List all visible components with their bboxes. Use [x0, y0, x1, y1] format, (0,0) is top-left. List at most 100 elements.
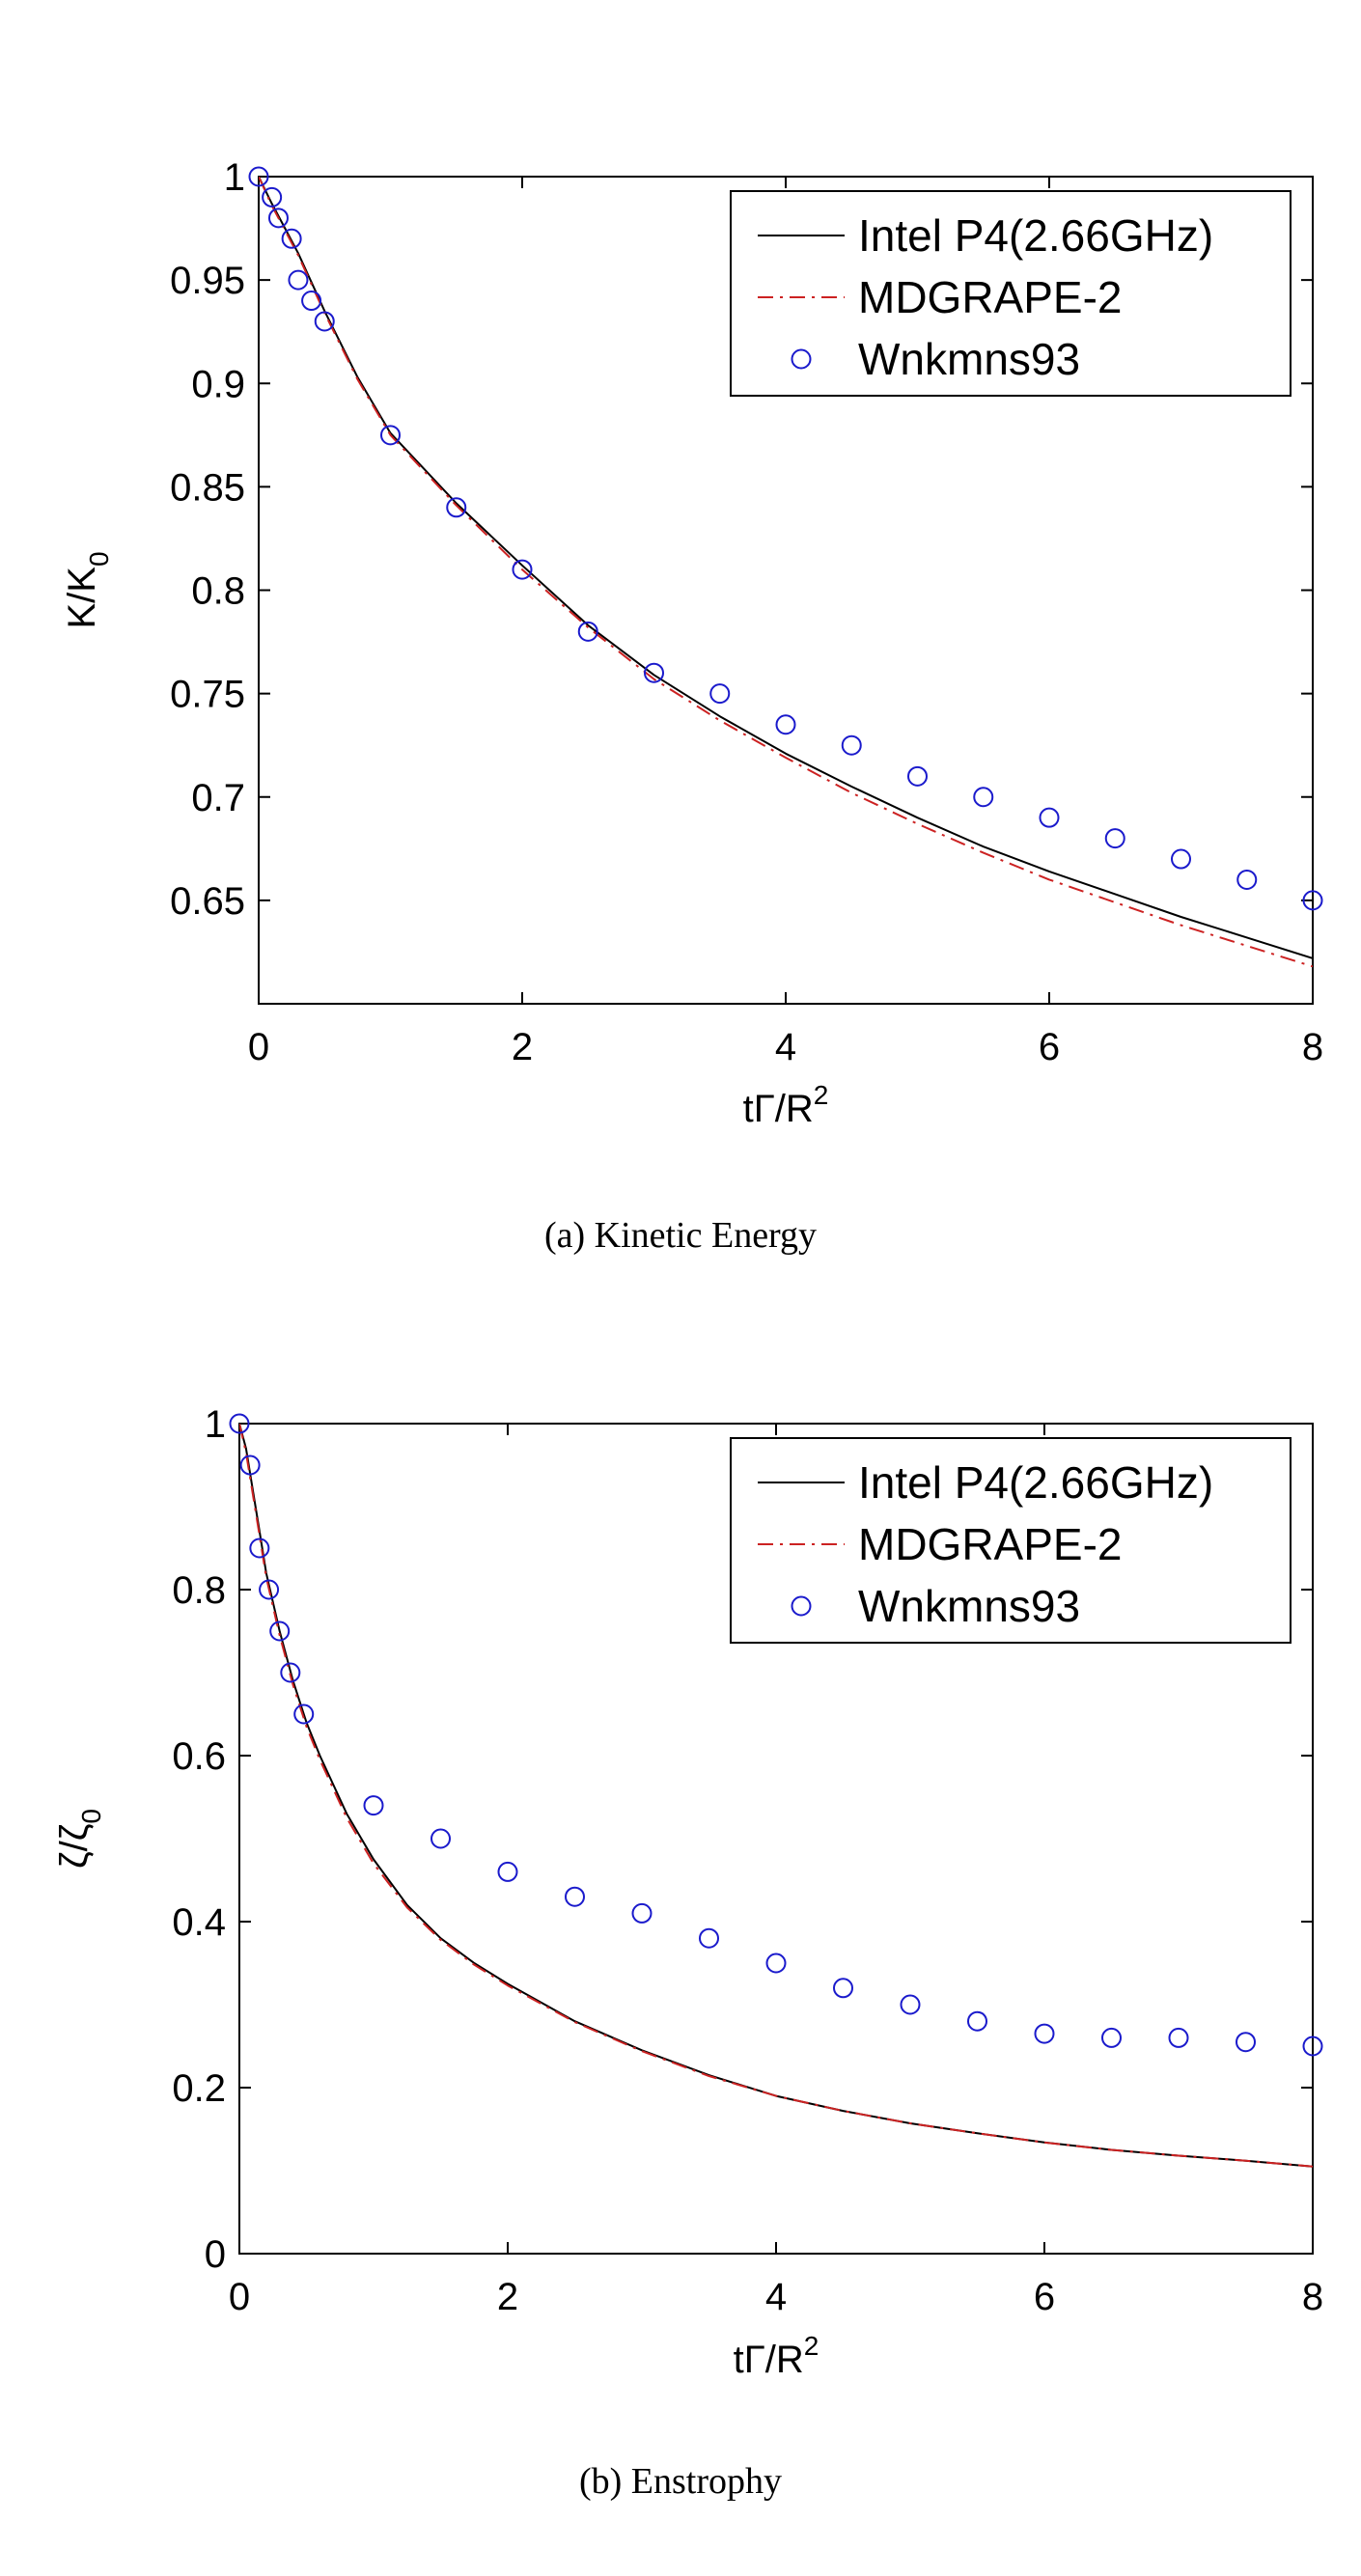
- y-tick-label: 0: [205, 2233, 226, 2276]
- y-tick-label: 0.8: [191, 570, 245, 613]
- data-point: [1236, 2032, 1256, 2053]
- legend-label: MDGRAPE-2: [858, 1519, 1122, 1569]
- y-axis-label: ζ/ζ0: [53, 1809, 106, 1869]
- data-point: [249, 1537, 270, 1559]
- y-axis-label: K/K0: [61, 551, 114, 628]
- y-tick-label: 0.6: [172, 1735, 226, 1778]
- data-point: [1171, 848, 1191, 870]
- legend-box: [730, 1437, 1292, 1644]
- series-mdgrape-2-line: [259, 177, 1313, 968]
- data-point: [497, 1861, 518, 1882]
- y-tick-label: 1: [224, 156, 245, 199]
- y-axis-label-subscript: 0: [84, 551, 114, 567]
- legend: Intel P4(2.66GHz) MDGRAPE-2 Wnkmns93: [730, 1437, 1292, 1644]
- x-tick-label: 4: [765, 2276, 787, 2318]
- y-tick-label: 0.7: [191, 777, 245, 819]
- data-point: [1302, 890, 1323, 911]
- data-point: [269, 1620, 291, 1642]
- data-point: [841, 734, 862, 756]
- data-point: [281, 228, 302, 249]
- data-point: [565, 1886, 585, 1907]
- figure-caption: (a) Kinetic Energy: [544, 1215, 817, 1256]
- x-tick-label: 4: [775, 1026, 796, 1068]
- legend-marker-circle: [791, 1595, 812, 1617]
- x-axis-label: tΓ/R2: [743, 1080, 829, 1130]
- data-point: [1104, 828, 1125, 849]
- figure-caption: (b) Enstrophy: [579, 2461, 782, 2502]
- data-point: [229, 1413, 250, 1434]
- legend-label: Intel P4(2.66GHz): [858, 210, 1213, 261]
- y-axis-label-main: K/K: [61, 567, 103, 629]
- data-point: [577, 621, 598, 642]
- data-point: [1039, 807, 1060, 828]
- data-point: [631, 1902, 653, 1924]
- data-point: [262, 186, 283, 208]
- data-point: [1236, 869, 1258, 890]
- legend-box: [730, 190, 1292, 397]
- data-point: [314, 311, 335, 332]
- data-point: [267, 208, 289, 229]
- x-axis-label-superscript: 2: [814, 1080, 829, 1110]
- data-point: [380, 425, 401, 446]
- x-tick-label: 6: [1039, 1026, 1060, 1068]
- y-tick-label: 0.75: [170, 674, 245, 716]
- data-point: [259, 1579, 280, 1600]
- legend-marker-circle: [791, 348, 812, 370]
- data-point: [293, 1703, 315, 1725]
- data-point: [288, 269, 309, 291]
- y-tick-label: 0.8: [172, 1569, 226, 1612]
- legend-label: Wnkmns93: [858, 1581, 1080, 1631]
- data-point: [775, 714, 796, 735]
- series-wnkmns93: [229, 1413, 1323, 2057]
- data-point: [709, 683, 731, 705]
- data-point: [239, 1454, 261, 1476]
- legend-label: MDGRAPE-2: [858, 272, 1122, 322]
- data-point: [907, 765, 928, 787]
- x-axis-label: tΓ/R2: [734, 2331, 819, 2381]
- legend-label: Intel P4(2.66GHz): [858, 1457, 1213, 1508]
- x-tick-label: 0: [248, 1026, 269, 1068]
- chart-panel-a: 0 2 4 6 80.650.70.750.80.850.90.951tΓ/R2K/K0…: [61, 156, 1323, 1256]
- data-point: [765, 1953, 787, 1974]
- x-tick-label: 6: [1034, 2276, 1055, 2318]
- data-point: [301, 291, 322, 312]
- x-tick-label: 0: [229, 2276, 250, 2318]
- y-tick-label: 0.95: [170, 260, 245, 302]
- data-point: [699, 1927, 719, 1949]
- series-mdgrape-2-line: [239, 1424, 1313, 2168]
- data-point: [644, 662, 664, 683]
- x-axis-label-superscript: 2: [804, 2331, 819, 2361]
- y-tick-label: 0.85: [170, 466, 245, 509]
- y-axis-label-subscript: 0: [76, 1809, 106, 1824]
- data-point: [1101, 2027, 1122, 2048]
- data-point: [900, 1994, 921, 2015]
- x-tick-label: 8: [1302, 2276, 1323, 2318]
- data-point: [1168, 2027, 1189, 2048]
- x-tick-label: 8: [1302, 1026, 1323, 1068]
- y-tick-label: 0.4: [172, 1901, 226, 1944]
- x-tick-label: 2: [497, 2276, 518, 2318]
- data-point: [833, 1978, 853, 1999]
- x-axis-label-main: tΓ/R: [743, 1088, 814, 1130]
- y-tick-label: 0.9: [191, 363, 245, 405]
- legend: Intel P4(2.66GHz) MDGRAPE-2 Wnkmns93: [730, 190, 1292, 397]
- data-point: [1034, 2023, 1055, 2044]
- y-tick-label: 0.2: [172, 2067, 226, 2110]
- data-point: [248, 166, 269, 187]
- data-point: [1302, 2036, 1323, 2057]
- y-tick-label: 1: [205, 1403, 226, 1446]
- data-point: [431, 1828, 451, 1849]
- x-tick-label: 2: [512, 1026, 533, 1068]
- data-point: [446, 497, 467, 518]
- series-wnkmns93: [248, 166, 1323, 911]
- y-tick-label: 0.65: [170, 880, 245, 923]
- data-point: [280, 1662, 301, 1683]
- y-axis-label-main: ζ/ζ: [53, 1824, 96, 1869]
- data-point: [363, 1795, 384, 1816]
- data-point: [512, 559, 533, 580]
- data-point: [973, 787, 994, 808]
- legend-label: Wnkmns93: [858, 334, 1080, 384]
- data-point: [967, 2010, 987, 2032]
